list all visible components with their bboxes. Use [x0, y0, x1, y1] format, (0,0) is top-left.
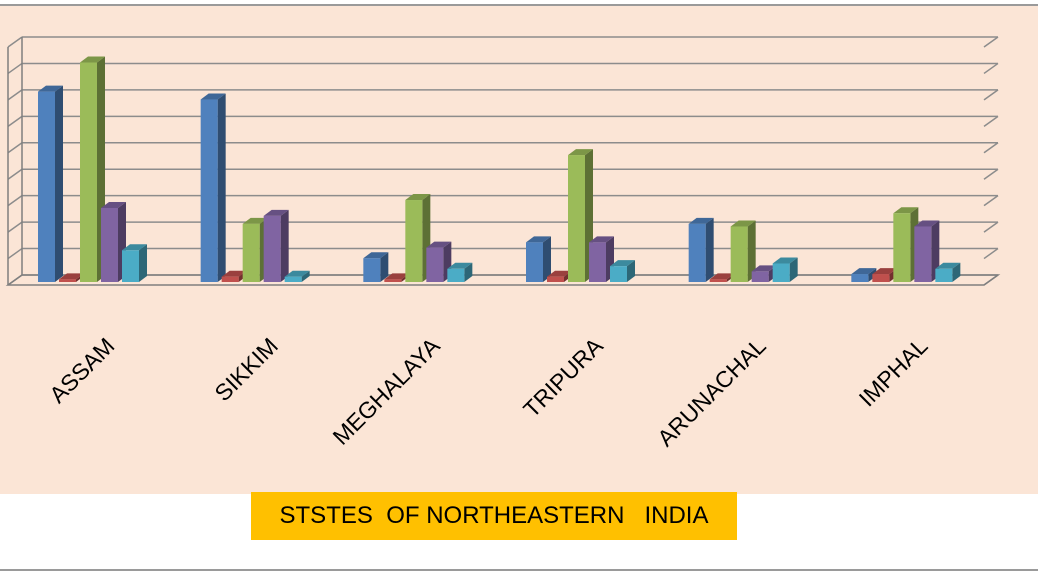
bar-1-4: [284, 276, 302, 282]
bar-0-0: [38, 91, 55, 282]
bar-side: [55, 85, 63, 282]
bar-4-4: [772, 263, 790, 282]
bar-top: [101, 201, 126, 208]
gridline-end: [983, 142, 999, 154]
bar-top: [688, 217, 714, 224]
bar-top: [568, 149, 593, 156]
bar-side: [543, 236, 551, 282]
gridline-side: [7, 36, 23, 48]
bar-side: [627, 260, 635, 282]
bar-4-2: [730, 226, 748, 282]
bar-top: [59, 273, 84, 280]
bar-side: [380, 252, 389, 282]
bar-0-4: [122, 250, 139, 282]
bar-top: [200, 93, 226, 100]
gridline-side: [7, 115, 23, 127]
bar-side: [747, 220, 756, 282]
gridline-end: [983, 195, 999, 207]
bar-4-1: [709, 279, 727, 282]
gridline-end: [983, 62, 999, 75]
bar-0-2: [80, 62, 97, 283]
gridline-side: [7, 168, 23, 180]
bar-top: [284, 270, 310, 277]
bar-top: [363, 252, 389, 259]
bar-top: [589, 236, 614, 243]
bar-3-2: [568, 155, 585, 282]
bar-side: [705, 217, 714, 282]
bar-top: [751, 265, 777, 272]
bar-top: [914, 220, 940, 227]
x-axis-title: STSTES OF NORTHEASTERN INDIA: [251, 492, 737, 540]
bar-3-3: [589, 242, 606, 282]
bar-3-0: [526, 242, 543, 282]
bar-top: [709, 273, 735, 280]
bar-top: [772, 257, 798, 264]
bar-5-1: [872, 274, 890, 282]
bar-top: [38, 85, 63, 92]
bar-top: [426, 241, 452, 248]
bar-4-3: [751, 271, 769, 282]
bar-5-2: [893, 213, 911, 282]
gridline-end: [983, 115, 999, 127]
plot-area-background: [0, 6, 1038, 494]
bar-side: [789, 257, 798, 282]
gridline-side: [7, 221, 23, 233]
bar-top: [526, 236, 551, 243]
gridline-side: [7, 195, 23, 207]
bar-2-1: [384, 279, 402, 282]
bar-top: [730, 220, 756, 227]
bar-1-3: [263, 215, 281, 282]
gridline-side: [7, 62, 23, 75]
bar-side: [931, 220, 940, 282]
gridline-end: [983, 221, 999, 233]
bar-top: [851, 268, 877, 275]
bar-side: [280, 209, 289, 282]
bar-top: [547, 270, 572, 277]
bar-top: [893, 207, 919, 214]
bar-side: [217, 93, 226, 283]
bar-side: [139, 244, 147, 282]
gridline-end: [983, 89, 999, 101]
bar-1-2: [242, 223, 260, 282]
bar-2-3: [426, 247, 444, 282]
bar-4-0: [688, 223, 706, 282]
bar-top: [384, 273, 410, 280]
bar-side: [301, 270, 310, 282]
bar-3-4: [610, 266, 627, 282]
top-border: [0, 4, 1038, 6]
chart-floor: [5, 274, 1001, 286]
bar-side: [952, 262, 961, 282]
bottom-border: [0, 569, 1038, 571]
gridline-side: [7, 142, 23, 154]
gridline-end: [983, 168, 999, 180]
gridline-side: [7, 247, 23, 260]
bar-0-1: [59, 279, 76, 282]
bar-top: [935, 262, 961, 269]
bar-top: [242, 217, 268, 224]
bar-top: [80, 56, 105, 63]
bar-top: [872, 268, 898, 275]
bar-2-4: [447, 268, 465, 282]
bar-1-0: [200, 99, 218, 283]
bar-1-1: [221, 276, 239, 282]
bar-top: [447, 262, 473, 269]
bar-3-1: [547, 276, 564, 282]
gridline-end: [983, 36, 999, 48]
bar-top: [221, 270, 247, 277]
bar-2-2: [405, 200, 423, 282]
bar-side: [464, 262, 473, 282]
gridline-end: [983, 247, 999, 260]
bar-top: [122, 244, 147, 251]
bar-0-3: [101, 207, 118, 282]
bar-top: [405, 194, 431, 201]
gridline-side: [7, 89, 23, 101]
bar-5-4: [935, 268, 953, 282]
bar-5-3: [914, 226, 932, 282]
bar-2-0: [363, 258, 381, 282]
bar-top: [610, 260, 635, 267]
bar-5-0: [851, 274, 869, 282]
bar-top: [263, 209, 289, 216]
